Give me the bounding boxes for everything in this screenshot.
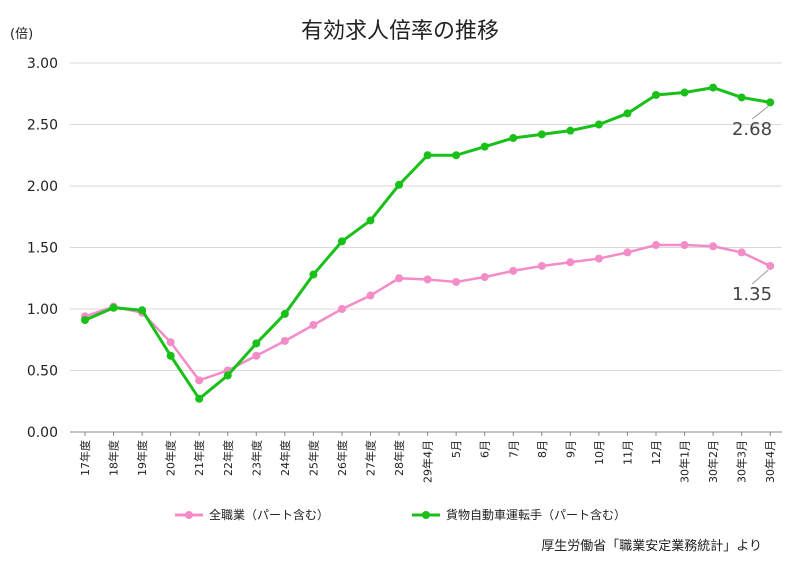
data-point [709,242,718,251]
chart-title: 有効求人倍率の推移 [301,19,499,44]
gridlines [70,62,782,433]
x-tick-label: 12月 [650,440,663,465]
x-tick-label: 30年1月 [678,440,692,483]
callouts: 1.35 2.68 [732,105,772,305]
y-tick-label: 1.00 [27,302,58,318]
series-line-2 [84,86,771,401]
data-point [166,338,175,347]
x-tick-label: 8月 [536,440,549,458]
end-value-label: 2.68 [732,119,772,140]
data-point [138,306,147,315]
data-point [766,261,775,270]
y-tick-label: 0.00 [27,425,58,441]
data-point [109,303,118,312]
legend: 全職業（パート含む） 貨物自動車運転手（パート含む） [175,507,626,522]
x-tick-label: 19年度 [135,440,149,476]
callout-leader [751,269,769,285]
data-point [766,98,775,107]
data-point [366,291,375,300]
data-point [195,394,204,403]
data-point [594,254,603,263]
data-point [652,90,660,99]
data-point [623,109,632,118]
x-tick-label: 9月 [564,440,577,458]
x-tick-label: 30年2月 [706,440,720,483]
data-point [452,277,461,286]
data-point [280,309,289,318]
x-tick-label: 6月 [479,440,492,458]
data-point [166,351,175,360]
data-point [81,316,89,325]
data-point [423,151,432,160]
data-point [680,241,689,250]
x-tick-label: 30年3月 [735,440,749,483]
x-tick-label: 7月 [507,440,520,458]
data-point [309,270,318,279]
data-point [509,266,518,275]
data-point [366,216,375,225]
data-point [480,273,489,282]
legend-swatch-marker [422,511,430,519]
x-tick-label: 27年度 [364,440,378,476]
series-group [81,83,775,403]
data-point [737,93,746,102]
x-tick-label: 18年度 [107,440,121,476]
data-point [337,237,346,246]
y-tick-label: 2.00 [27,179,58,195]
legend-label: 貨物自動車運転手（パート含む） [446,507,626,522]
data-point [223,371,232,380]
legend-label: 全職業（パート含む） [209,507,329,522]
data-point [280,336,289,345]
y-tick-label: 0.50 [27,364,58,380]
x-tick-label: 23年度 [249,440,263,476]
callout-leader [751,105,769,120]
y-unit-label: (倍) [10,27,33,42]
x-tick-label: 24年度 [278,440,292,476]
y-axis-ticks: 0.00 0.50 1.00 1.50 2.00 2.50 3.00 [27,56,58,441]
x-tick-label: 28年度 [392,440,406,476]
x-tick-label: 25年度 [306,440,320,476]
data-point [594,120,603,129]
y-tick-label: 3.00 [27,56,58,72]
data-point [680,88,689,97]
data-point [452,151,461,160]
data-point [395,180,404,189]
x-tick-label: 5月 [450,440,463,458]
data-point [252,351,261,360]
data-point [537,261,546,270]
data-point [395,274,404,283]
data-point [566,126,575,135]
source-note: 厚生労働省「職業安定業務統計」より [541,538,762,554]
x-tick-label: 30年4月 [763,440,777,483]
data-point [309,320,318,329]
x-tick-label: 10月 [593,440,606,465]
end-value-label: 1.35 [732,284,772,305]
x-tick-label: 17年度 [78,440,92,476]
data-point [423,275,432,284]
data-point [195,376,204,385]
x-tick-label: 11月 [621,440,634,465]
y-tick-label: 2.50 [27,118,58,134]
data-point [537,130,546,139]
legend-swatch-marker [185,511,193,519]
data-point [252,339,261,348]
data-point [623,248,632,257]
series-line-1 [84,243,771,382]
data-point [709,83,718,92]
x-tick-label: 21年度 [192,440,206,476]
x-tick-label: 29年4月 [421,440,435,483]
x-axis-ticks: 17年度 18年度 19年度 20年度 21年度 22年度 23年度 24年度 25年度 26年度… [78,432,777,483]
y-tick-label: 1.50 [27,241,58,257]
data-point [566,258,575,267]
x-tick-label: 20年度 [164,440,178,476]
x-tick-label: 26年度 [335,440,349,476]
data-point [480,142,489,151]
data-point [652,241,660,250]
data-point [509,134,518,143]
data-point [337,305,346,313]
data-point [737,248,746,257]
x-tick-label: 22年度 [221,440,235,476]
